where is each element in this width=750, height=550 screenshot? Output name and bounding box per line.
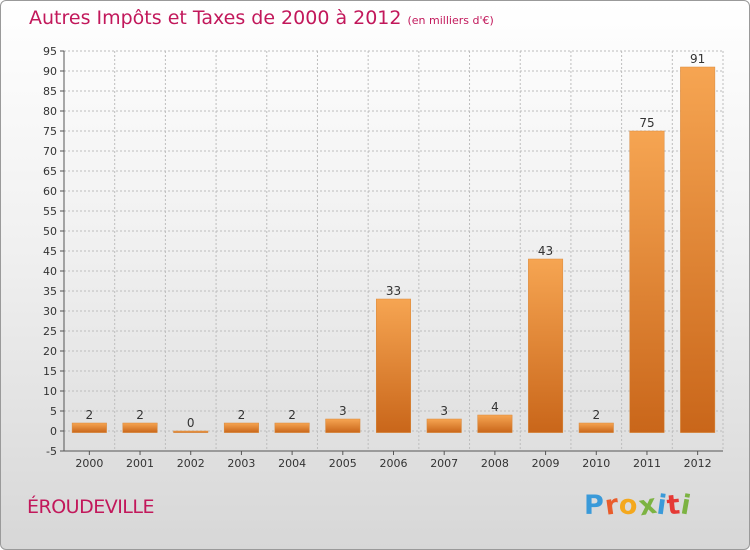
y-tick-label: 85 [43,85,57,98]
x-tick-label: 2004 [278,457,306,470]
commune-name: ÉROUDEVILLE [27,496,154,518]
x-tick-label: 2008 [481,457,509,470]
value-label: 2 [238,408,246,422]
value-label: 43 [538,244,553,258]
y-tick-label: 20 [43,345,57,358]
axis-layer: -505101520253035404550556065707580859095… [43,45,723,470]
y-tick-label: 60 [43,185,57,198]
y-tick-label: 35 [43,285,57,298]
x-tick-label: 2000 [75,457,103,470]
value-label: 91 [690,52,705,66]
y-tick-label: -5 [46,445,57,458]
y-tick-label: 45 [43,245,57,258]
bar-layer [71,66,716,433]
chart-title: Autres Impôts et Taxes de 2000 à 2012 [29,7,402,29]
y-tick-label: 50 [43,225,57,238]
value-label: 2 [86,408,94,422]
value-label: 2 [592,408,600,422]
bar [426,418,462,433]
y-tick-label: 10 [43,385,57,398]
x-tick-label: 2006 [380,457,408,470]
bar [680,66,716,433]
x-tick-label: 2012 [684,457,712,470]
value-label: 3 [440,404,448,418]
value-label: 3 [339,404,347,418]
y-tick-label: 30 [43,305,57,318]
value-label: 0 [187,416,195,430]
y-tick-label: 80 [43,105,57,118]
y-tick-label: 65 [43,165,57,178]
value-label: 33 [386,284,401,298]
x-tick-label: 2010 [582,457,610,470]
title-row: Autres Impôts et Taxes de 2000 à 2012 (en… [29,7,494,29]
bar [274,422,310,433]
y-tick-label: 55 [43,205,57,218]
y-tick-label: 5 [50,405,57,418]
bar [528,258,564,433]
bar [71,422,107,433]
logo-letter: P [584,490,605,521]
y-tick-label: 15 [43,365,57,378]
y-tick-label: 40 [43,265,57,278]
bar [477,414,513,433]
bar [376,298,411,433]
x-tick-label: 2009 [532,457,560,470]
y-tick-label: 95 [43,45,57,58]
x-tick-label: 2005 [329,457,357,470]
y-tick-label: 90 [43,65,57,78]
chart-subtitle: (en milliers d'€) [407,14,494,27]
x-tick-label: 2011 [633,457,661,470]
x-tick-label: 2002 [177,457,205,470]
value-label: 4 [491,400,499,414]
bar [629,130,665,433]
y-tick-label: 0 [50,425,57,438]
bar [173,430,209,433]
proxiti-logo: Proxiti [584,489,694,523]
x-tick-label: 2001 [126,457,154,470]
x-tick-label: 2003 [227,457,255,470]
bar [223,422,259,433]
bar [325,418,361,433]
value-label: 75 [639,116,654,130]
y-tick-label: 25 [43,325,57,338]
bar [122,422,158,433]
value-label: 2 [288,408,296,422]
bar [578,422,614,433]
value-label: 2 [136,408,144,422]
y-tick-label: 75 [43,125,57,138]
x-tick-label: 2007 [430,457,458,470]
y-tick-label: 70 [43,145,57,158]
